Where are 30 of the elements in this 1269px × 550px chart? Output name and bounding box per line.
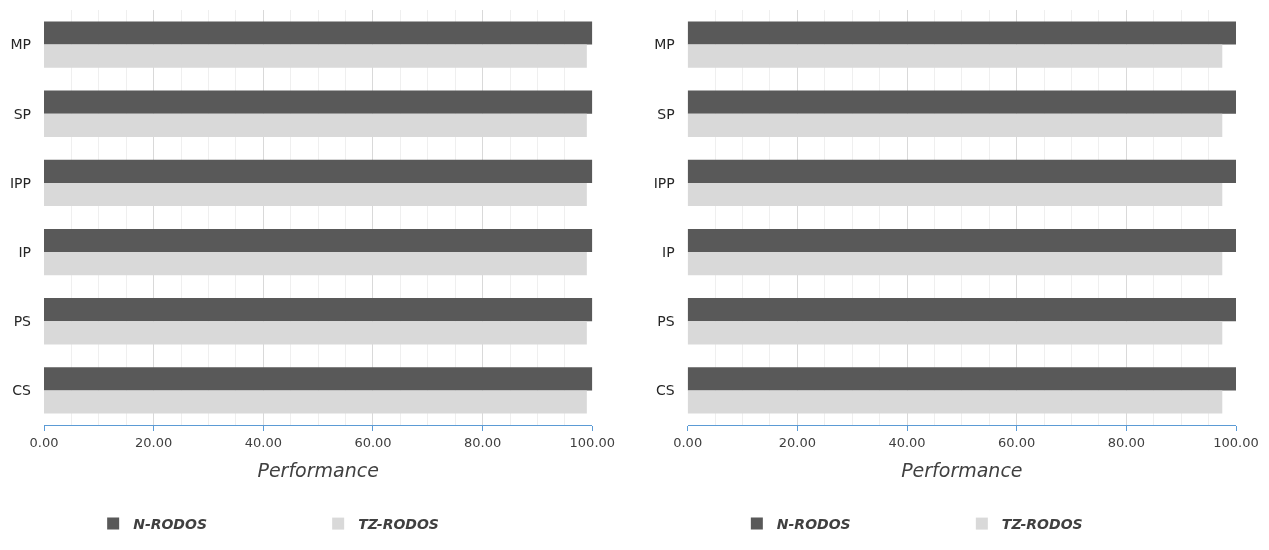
y-tick-label: SP xyxy=(657,105,675,122)
legend-label: TZ-RODOS xyxy=(1001,516,1083,533)
x-tick-label: 20.00 xyxy=(135,434,173,450)
y-tick-label: IPP xyxy=(9,174,31,191)
y-tick-label: IPP xyxy=(653,174,675,191)
x-tick-label: 40.00 xyxy=(888,434,926,450)
x-axis-title: Performance xyxy=(901,459,1023,482)
y-tick-label: CS xyxy=(656,382,675,399)
y-tick-label: SP xyxy=(13,105,31,122)
legend-label: N-RODOS xyxy=(776,516,851,533)
x-tick-label: 60.00 xyxy=(998,434,1036,450)
x-tick-label: 20.00 xyxy=(778,434,816,450)
x-tick-label: 80.00 xyxy=(464,434,502,450)
x-tick-label: 0.00 xyxy=(29,434,59,450)
x-tick-label: 100.00 xyxy=(1213,434,1259,450)
x-tick-label: 60.00 xyxy=(354,434,392,450)
x-tick-label: 80.00 xyxy=(1107,434,1145,450)
x-axis-title: Performance xyxy=(257,459,379,482)
x-tick-label: 40.00 xyxy=(244,434,282,450)
x-tick-label: 100.00 xyxy=(569,434,616,450)
y-tick-label: MP xyxy=(654,36,675,53)
x-tick-label: 0.00 xyxy=(673,434,703,450)
y-tick-label: PS xyxy=(13,313,32,330)
legend-label: N-RODOS xyxy=(133,516,207,533)
y-tick-label: PS xyxy=(657,313,675,330)
legend-label: TZ-RODOS xyxy=(358,516,439,533)
y-tick-label: CS xyxy=(12,382,32,399)
y-tick-label: MP xyxy=(10,36,31,53)
y-tick-label: IP xyxy=(662,243,675,260)
y-tick-label: IP xyxy=(18,243,31,260)
